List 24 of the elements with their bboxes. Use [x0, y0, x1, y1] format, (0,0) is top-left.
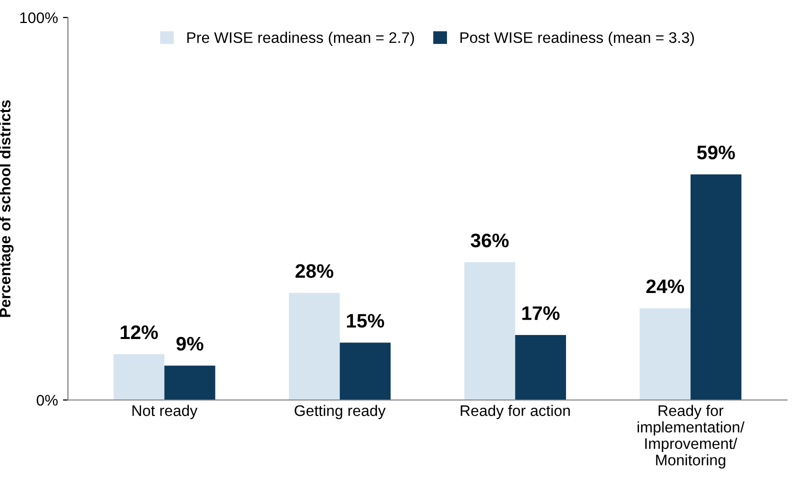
bar [288, 292, 340, 400]
x-tick-label: Not ready [132, 404, 198, 420]
data-label: 9% [176, 336, 204, 351]
x-tick-label: Getting ready [294, 404, 386, 420]
x-tick-label: Ready for action [460, 404, 570, 420]
bar [164, 366, 216, 400]
data-label: 59% [697, 146, 735, 160]
data-label: 17% [522, 306, 560, 320]
legend-label: Post WISE readiness (mean = 3.3) [460, 32, 694, 46]
bar [640, 308, 691, 400]
data-label: 24% [646, 279, 684, 294]
y-tick-label: 100% [20, 12, 58, 24]
data-label: 12% [120, 325, 158, 340]
y-tick-label: 0% [36, 394, 58, 406]
data-label: 15% [346, 314, 384, 328]
bar [690, 174, 742, 400]
bar [114, 354, 164, 400]
legend-label: Pre WISE readiness (mean = 2.7) [187, 32, 414, 46]
bar [464, 262, 516, 400]
bar [515, 334, 566, 400]
x-tick-label: Ready for implementation/ Improvement/ Monitoring [638, 404, 744, 468]
bar [340, 342, 391, 400]
data-label: 36% [470, 234, 509, 248]
data-label: 28% [296, 264, 334, 278]
